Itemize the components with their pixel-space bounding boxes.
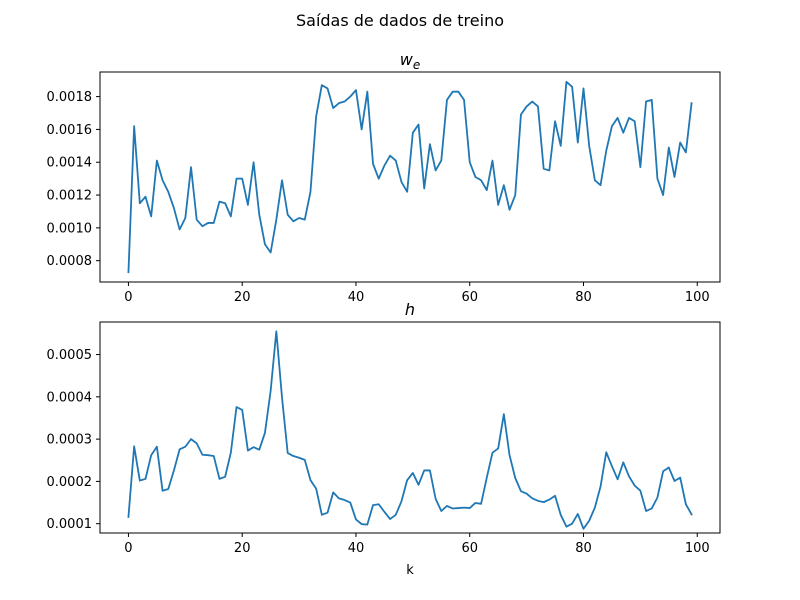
subplots-group: we 0 20 40 60 80 100 0.0008 0.0010 0.0012 0.0014 0.… xyxy=(47,50,721,578)
subplot-h: h 0 20 40 60 80 100 0.0001 0.0002 0.0003 0.0004 0.0… xyxy=(47,300,721,578)
x-tick-label: 0 xyxy=(124,290,132,305)
y-tick-label: 0.0005 xyxy=(47,348,93,363)
subplot-title-h: h xyxy=(405,300,415,319)
y-tick-label: 0.0014 xyxy=(47,156,93,171)
y-tick-label: 0.0004 xyxy=(47,390,93,405)
figure-suptitle: Saídas de dados de treino xyxy=(296,11,504,30)
subplot-title-we: we xyxy=(400,50,420,72)
x-tick-label: 100 xyxy=(685,541,710,556)
y-tick-label: 0.0008 xyxy=(47,254,93,269)
x-tick-label: 100 xyxy=(685,290,710,305)
x-tick-label: 0 xyxy=(124,541,132,556)
y-tick-label: 0.0016 xyxy=(47,123,93,138)
y-tick-label: 0.0018 xyxy=(47,90,93,105)
x-tick-label: 20 xyxy=(234,541,251,556)
x-tick-label: 20 xyxy=(234,290,251,305)
x-tick-label: 80 xyxy=(575,541,592,556)
x-tick-label: 60 xyxy=(461,290,478,305)
y-tick-label: 0.0003 xyxy=(47,433,93,448)
y-tick-label: 0.0010 xyxy=(47,221,93,236)
subplot-we: we 0 20 40 60 80 100 0.0008 0.0010 0.0012 0.0014 0.… xyxy=(47,50,721,305)
y-tick-label: 0.0002 xyxy=(47,475,93,490)
series-line-h xyxy=(127,330,693,530)
axes-frame-we xyxy=(99,71,721,283)
y-tick-label: 0.0012 xyxy=(47,189,93,204)
x-tick-label: 40 xyxy=(348,541,365,556)
x-axis-label: k xyxy=(406,563,414,578)
x-tick-label: 60 xyxy=(461,541,478,556)
series-line-we xyxy=(127,80,693,274)
axes-frame-h xyxy=(99,321,721,534)
x-tick-label: 40 xyxy=(348,290,365,305)
x-tick-label: 80 xyxy=(575,290,592,305)
y-tick-label: 0.0001 xyxy=(47,517,93,532)
